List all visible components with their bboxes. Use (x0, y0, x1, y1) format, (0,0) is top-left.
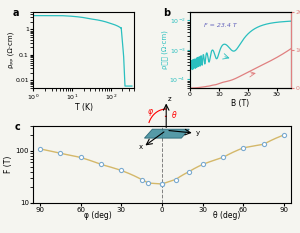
Text: φ (deg): φ (deg) (84, 211, 111, 220)
Text: z: z (168, 96, 172, 102)
Text: $\theta$: $\theta$ (172, 109, 178, 120)
Y-axis label: F (T): F (T) (4, 156, 13, 173)
Text: $\varphi$: $\varphi$ (147, 106, 154, 117)
X-axis label: T (K): T (K) (75, 103, 93, 112)
Polygon shape (144, 129, 189, 138)
Text: x: x (139, 144, 142, 150)
Text: c: c (15, 122, 21, 132)
X-axis label: B (T): B (T) (231, 99, 250, 108)
Text: F = 23.4 T: F = 23.4 T (204, 23, 237, 28)
Text: b: b (164, 8, 171, 18)
Text: θ (deg): θ (deg) (213, 211, 240, 220)
Text: y: y (196, 130, 200, 136)
Y-axis label: ρₚₚ (Ω·cm): ρₚₚ (Ω·cm) (7, 32, 14, 68)
Text: a: a (13, 8, 19, 18)
Y-axis label: ρ₞₞ (Ω·cm): ρ₞₞ (Ω·cm) (161, 31, 168, 69)
